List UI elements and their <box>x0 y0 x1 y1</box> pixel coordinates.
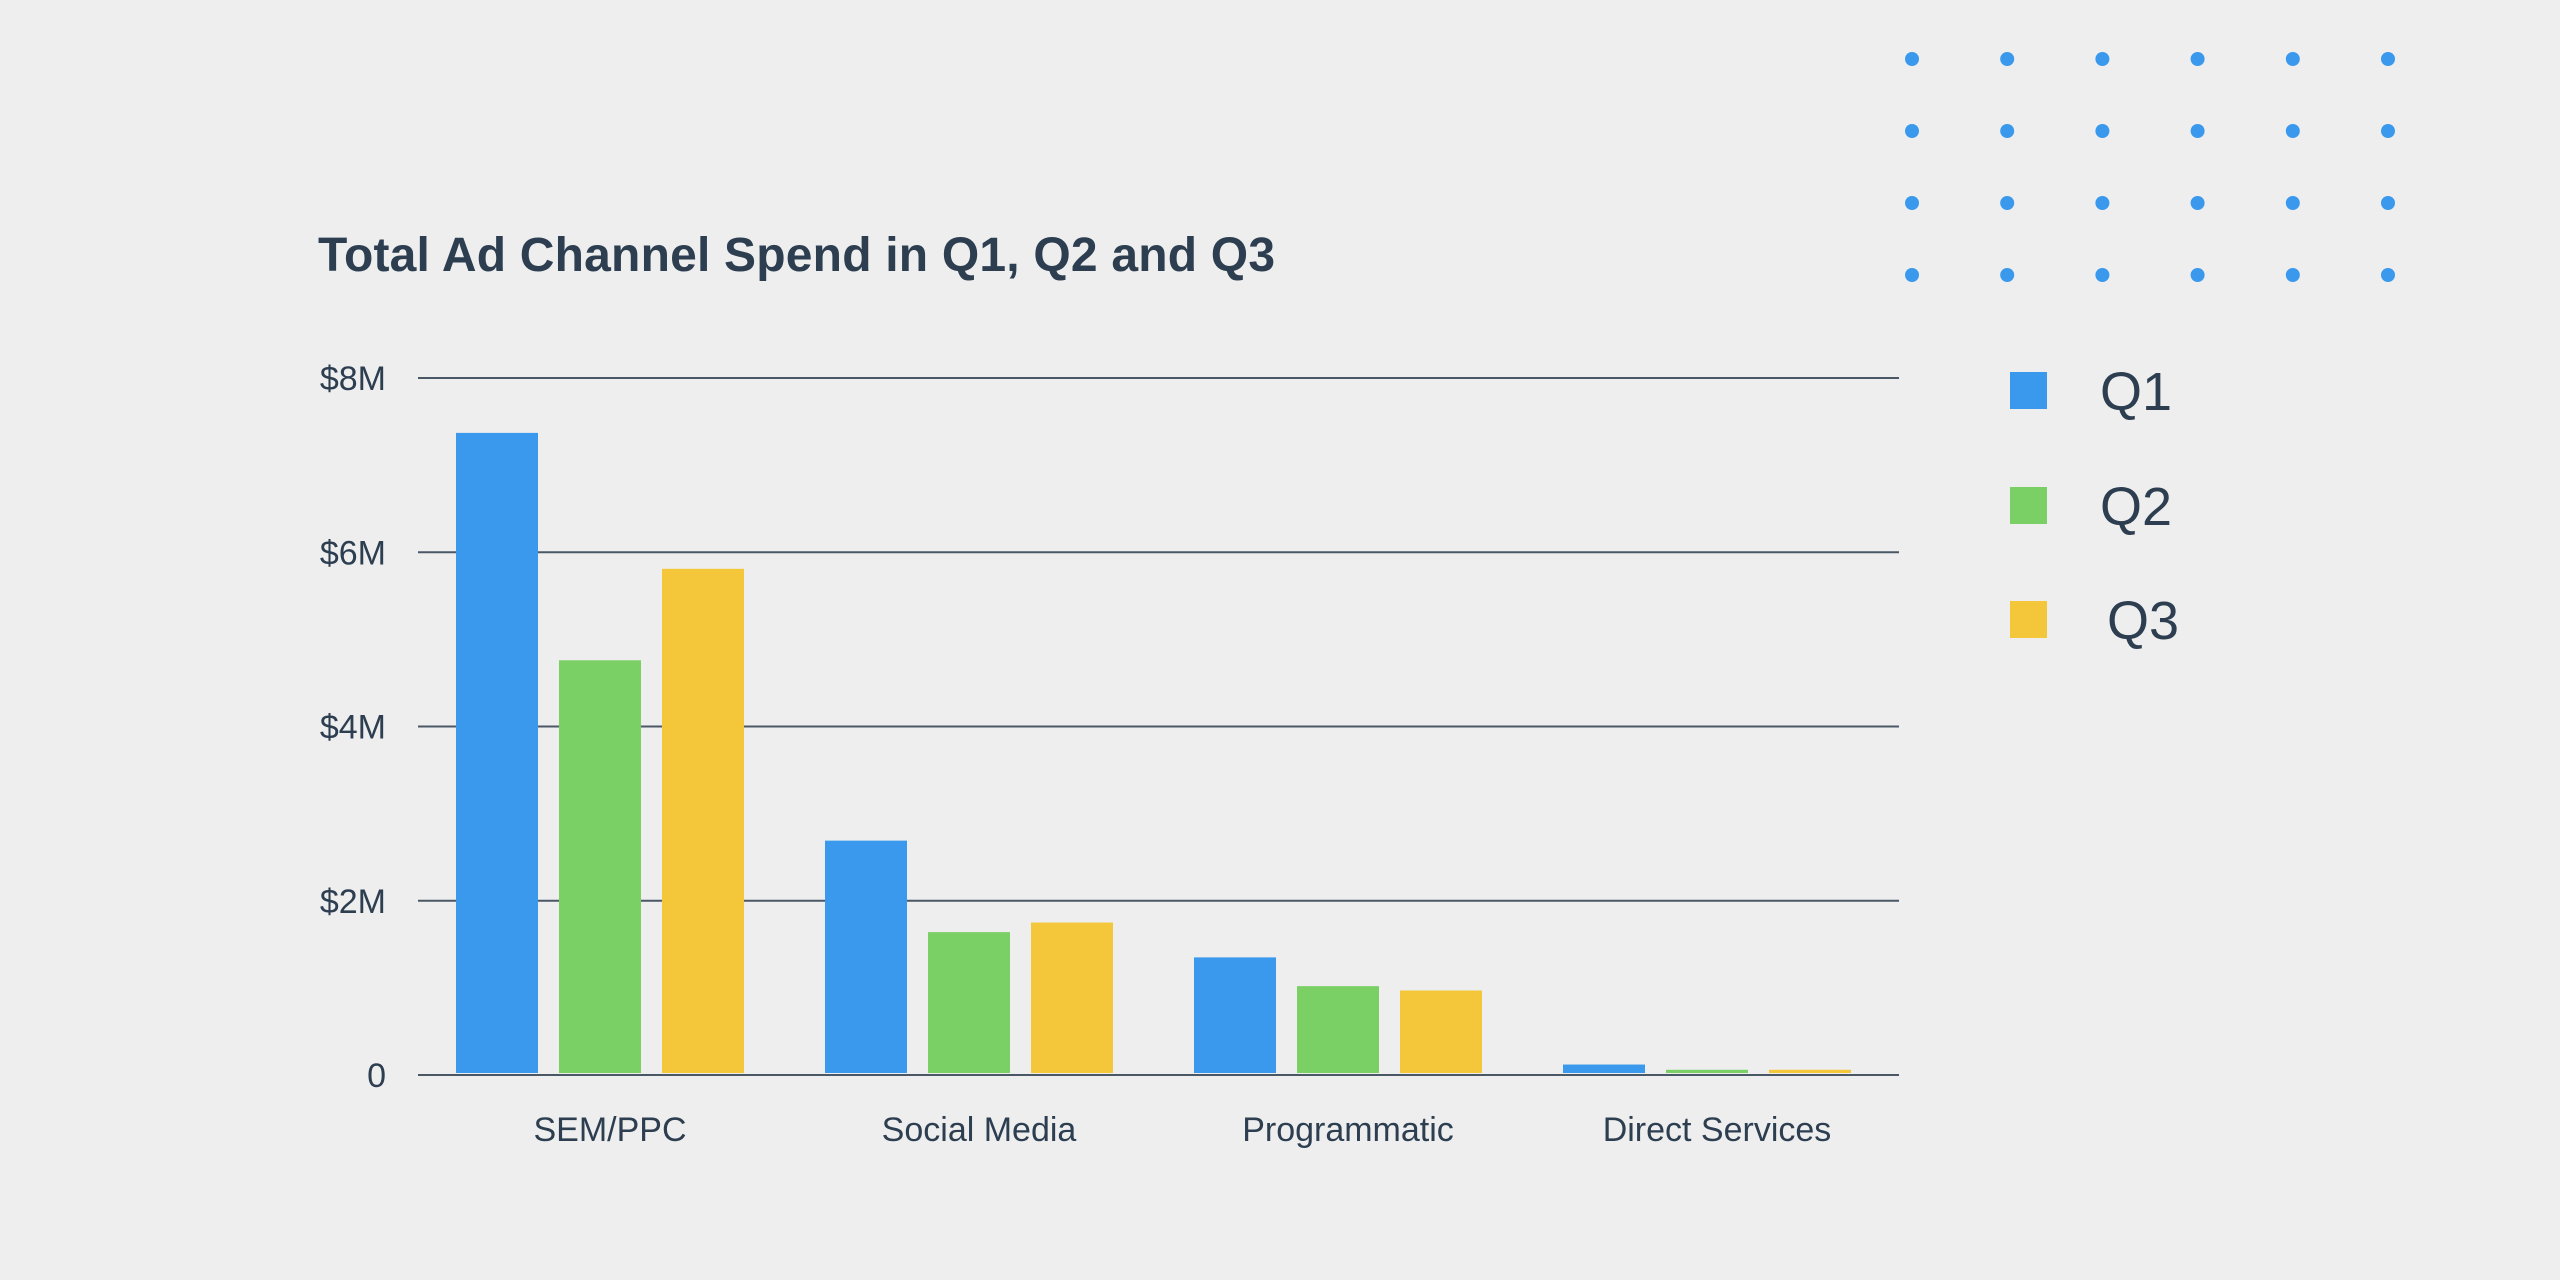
decorative-dot <box>2190 268 2205 282</box>
bar-q2-sem-ppc <box>559 660 641 1073</box>
decorative-dot <box>1905 268 1919 282</box>
bar-q2-social-media <box>928 932 1010 1073</box>
decorative-dot <box>1905 196 1919 210</box>
legend-label-q1: Q1 <box>2100 362 2172 422</box>
legend-swatch-q3 <box>2010 601 2047 638</box>
y-tick-label: $2M <box>320 883 386 921</box>
bar-q3-programmatic <box>1400 990 1482 1073</box>
bar-q1-social-media <box>825 840 907 1073</box>
decorative-dot <box>2095 268 2110 282</box>
decorative-dot <box>2285 268 2300 282</box>
legend-swatch-q2 <box>2010 487 2047 524</box>
y-tick-label: $4M <box>320 709 386 747</box>
legend: Q1 Q2 Q3 <box>2010 362 2179 651</box>
decorative-dot <box>2285 196 2300 210</box>
decorative-dot <box>2000 196 2015 210</box>
decorative-dot <box>2000 124 2015 138</box>
y-axis-tick-labels: 0 $2M $4M $6M $8M <box>320 360 386 1095</box>
legend-label-q2: Q2 <box>2100 477 2172 537</box>
x-axis-tick-labels: SEM/PPC Social Media Programmatic Direct Se… <box>533 1111 1831 1149</box>
legend-label-q3: Q3 <box>2107 591 2179 651</box>
decorative-dot <box>2000 52 2015 66</box>
decorative-dot <box>2095 52 2110 66</box>
decorative-dot <box>2285 52 2300 66</box>
bars <box>456 432 1851 1073</box>
bar-q3-direct-services <box>1769 1069 1851 1073</box>
decorative-dot <box>2285 124 2300 138</box>
x-tick-label: Direct Services <box>1603 1111 1832 1149</box>
chart-title: Total Ad Channel Spend in Q1, Q2 and Q3 <box>318 229 1276 282</box>
decorative-dot <box>2190 52 2205 66</box>
y-tick-label: 0 <box>367 1057 386 1095</box>
decorative-dot <box>2190 124 2205 138</box>
bar-q1-programmatic <box>1194 957 1276 1073</box>
bar-q1-direct-services <box>1563 1064 1645 1073</box>
bar-q3-sem-ppc <box>662 568 744 1073</box>
decorative-dot-grid <box>1905 52 2395 282</box>
y-tick-label: $6M <box>320 534 386 572</box>
bar-q2-programmatic <box>1297 986 1379 1073</box>
decorative-dot <box>2095 196 2110 210</box>
decorative-dot <box>2381 124 2395 138</box>
y-tick-label: $8M <box>320 360 386 398</box>
decorative-dot <box>2095 124 2110 138</box>
x-tick-label: Programmatic <box>1242 1111 1454 1149</box>
bar-q3-social-media <box>1031 922 1113 1073</box>
decorative-dot <box>2381 52 2395 66</box>
decorative-dot <box>2000 268 2015 282</box>
decorative-dot <box>1905 52 1919 66</box>
bar-q2-direct-services <box>1666 1069 1748 1073</box>
decorative-dot <box>1905 124 1919 138</box>
x-tick-label: SEM/PPC <box>533 1111 686 1149</box>
bar-q1-sem-ppc <box>456 432 538 1073</box>
decorative-dot <box>2190 196 2205 210</box>
decorative-dot <box>2381 268 2395 282</box>
x-tick-label: Social Media <box>882 1111 1077 1149</box>
legend-swatch-q1 <box>2010 372 2047 409</box>
decorative-dot <box>2381 196 2395 210</box>
